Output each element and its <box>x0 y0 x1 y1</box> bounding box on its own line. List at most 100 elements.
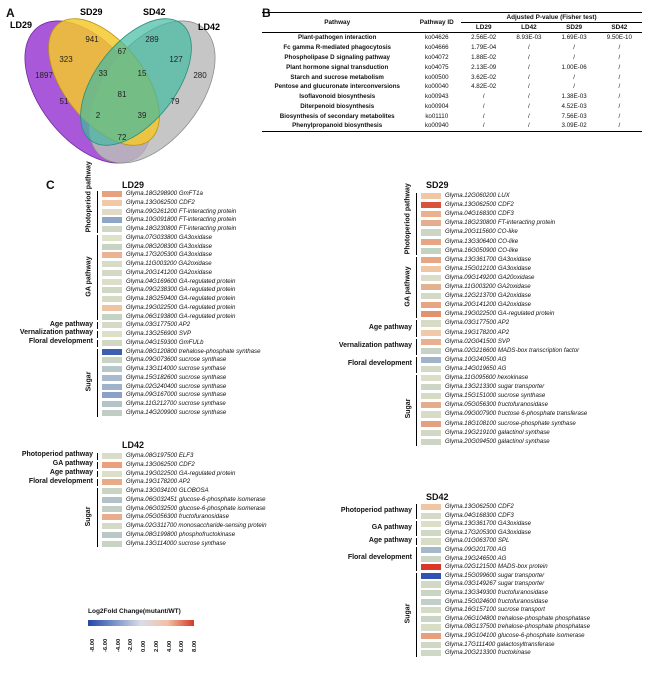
gene-label: Glyma.09G238300 GA-regulated protein <box>126 286 236 294</box>
heatmap-ld29: Glyma.18G298900 GmFT1a Glyma.13G062500 CD… <box>0 161 325 440</box>
heatmap-title-sd42: SD42 <box>426 492 449 502</box>
category-bracket <box>97 322 98 329</box>
heatmap-sd42: Glyma.13G062500 CDF2 Glyma.04G168300 CDF3… <box>325 503 650 678</box>
heatmap-title-sd29: SD29 <box>426 180 449 190</box>
p-value-cell: / <box>618 53 621 61</box>
pathway-id: ko04072 <box>424 53 449 61</box>
heatmap-cell <box>101 408 123 417</box>
heatmap-cell <box>420 589 442 598</box>
heatmap-cell <box>420 374 442 383</box>
heatmap-cell <box>420 571 442 580</box>
gene-label: Glyma.19G022500 GA-regulated protein <box>126 303 236 311</box>
category-bracket <box>97 488 98 548</box>
venn-count: 51 <box>60 97 69 106</box>
p-value-cell: / <box>618 44 621 52</box>
heatmap-cell <box>101 513 123 522</box>
category-label: Sugar <box>404 603 412 624</box>
category-bracket <box>416 193 417 255</box>
gene-label: Glyma.06G104800 trehalose-phosphate phos… <box>445 614 590 622</box>
category-label: Floral development <box>28 477 93 485</box>
heatmap-cell <box>420 255 442 264</box>
gene-label: Glyma.18G230800 FT-interacting protein <box>126 225 237 232</box>
heatmap-cell <box>420 210 442 219</box>
gene-label: Glyma.19G178200 AP2 <box>445 328 510 336</box>
venn-count: 81 <box>118 90 127 99</box>
table-row: Phenylpropanoid biosynthesis ko00940//3.0… <box>262 121 642 132</box>
venn-count: 941 <box>85 35 99 44</box>
table-row: Starch and sucrose metabolism ko00500 3.62… <box>262 72 642 82</box>
heatmap-cell <box>420 246 442 255</box>
gene-label: Glyma.19G219100 galactinol synthase <box>445 428 550 436</box>
heatmap-cell <box>101 522 123 531</box>
p-value-cell: / <box>573 53 575 61</box>
heatmap-cell <box>420 346 442 355</box>
gene-label: Glyma.20G213300 fructokinase <box>445 649 531 657</box>
p-value-cell: / <box>528 44 530 52</box>
category-label: Floral development <box>347 359 412 367</box>
heatmap-cell <box>420 632 442 641</box>
table-subheader: SD42 <box>596 22 642 33</box>
gene-label: Glyma.19G178200 AP2 <box>126 478 191 486</box>
gene-label: Glyma.04G159300 GmFULb <box>126 338 204 346</box>
heatmap-cell <box>101 260 123 269</box>
gene-label: Glyma.06G032451 glucose-6-phosphate isom… <box>126 495 266 503</box>
pathway-enrichment-table: Pathway Pathway ID Adjusted P-value (Fis… <box>262 12 642 132</box>
gene-label: Glyma.20G141200 GA2oxidase <box>126 268 213 276</box>
gene-label: Glyma.02G311700 monosaccharide-sensing p… <box>126 522 267 529</box>
gene-label: Glyma.04G168300 CDF3 <box>445 210 514 218</box>
gene-label: Glyma.08G199800 phosphofructokinase <box>126 530 236 538</box>
gene-label: Glyma.18G259400 GA-regulated protein <box>126 295 236 302</box>
heatmap-cell <box>101 487 123 496</box>
panel-a-label: A <box>6 6 15 20</box>
gene-label: Glyma.18G298900 GmFT1a <box>126 190 203 197</box>
heatmap-cell <box>101 225 123 234</box>
heatmap-cell <box>101 286 123 295</box>
venn-count: 15 <box>138 69 147 78</box>
table-header-pathway: Pathway <box>262 12 413 33</box>
venn-count: 280 <box>193 71 207 80</box>
heatmap-cell <box>420 410 442 419</box>
heatmap-cell <box>420 554 442 563</box>
heatmap-cell <box>420 563 442 572</box>
gene-label: Glyma.11G003200 GA2oxidase <box>445 283 531 290</box>
gene-label: Glyma.04G168300 CDF3 <box>445 511 514 519</box>
gene-label: Glyma.15G099600 sugar transporter <box>445 571 545 579</box>
gene-label: Glyma.12G060200 LUX <box>445 192 510 199</box>
heatmap-cell <box>420 264 442 273</box>
heatmap-cell <box>101 373 123 382</box>
heatmap-cell <box>420 537 442 546</box>
legend-tick-label: 0.00 <box>141 640 147 652</box>
heatmap-cell <box>420 337 442 346</box>
category-label: Age pathway <box>368 323 412 331</box>
gene-label: Glyma.13G062500 CDF2 <box>126 460 195 468</box>
heatmap-cell <box>420 623 442 632</box>
heatmap-cell <box>420 219 442 228</box>
legend-tick-label: 8.00 <box>192 640 198 652</box>
heatmap-cell <box>101 478 123 487</box>
venn-count: 79 <box>171 97 180 106</box>
gene-label: Glyma.13G034100 GLOBOSA <box>126 487 209 494</box>
heatmap-cell <box>101 190 123 199</box>
gene-label: Glyma.13G361700 GA3oxidase <box>445 255 532 263</box>
heatmap-cell <box>420 401 442 410</box>
table-row: Biosynthesis of secondary metabolites ko0… <box>262 111 642 121</box>
gene-label: Glyma.12G213700 GA2oxidase <box>445 292 532 300</box>
heatmap-cell <box>101 303 123 312</box>
heatmap-cell <box>101 495 123 504</box>
gene-label: Glyma.19G246500 AG <box>445 554 507 562</box>
gene-label: Glyma.09G007900 fructose 6-phosphate tra… <box>445 410 588 418</box>
category-label: Sugar <box>85 371 93 391</box>
heatmap-cell <box>420 283 442 292</box>
pathway-name: Diterpenoid biosynthesis <box>300 102 375 110</box>
panel-c-label: C <box>46 178 55 192</box>
pathway-id: ko00904 <box>424 102 449 110</box>
category-bracket <box>416 320 417 337</box>
p-value-cell: / <box>618 102 621 110</box>
p-value-cell: 8.93E-03 <box>516 34 542 42</box>
gene-label: Glyma.19G022500 GA-regulated protein <box>126 469 236 477</box>
gene-label: Glyma.17G205300 GA3oxidase <box>126 251 213 259</box>
gene-label: Glyma.13G114000 sucrose synthase <box>126 365 226 372</box>
venn-count: 289 <box>145 35 159 44</box>
gene-label: Glyma.13G062500 CDF2 <box>126 198 195 206</box>
p-value-cell: / <box>528 93 530 101</box>
